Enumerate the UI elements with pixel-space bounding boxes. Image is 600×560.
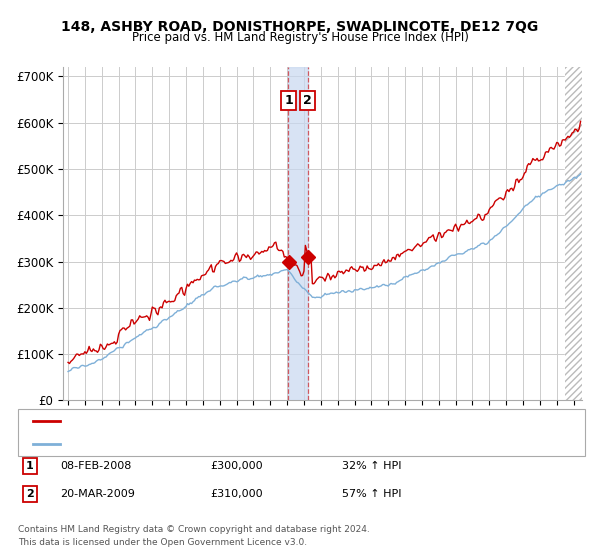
Text: £310,000: £310,000 <box>210 489 263 499</box>
Text: £300,000: £300,000 <box>210 461 263 471</box>
Bar <box>289 67 308 400</box>
Bar <box>565 67 582 400</box>
Text: 148, ASHBY ROAD, DONISTHORPE, SWADLINCOTE, DE12 7QG: 148, ASHBY ROAD, DONISTHORPE, SWADLINCOT… <box>61 20 539 34</box>
Text: Price paid vs. HM Land Registry's House Price Index (HPI): Price paid vs. HM Land Registry's House … <box>131 31 469 44</box>
Bar <box>565 67 582 400</box>
Text: 57% ↑ HPI: 57% ↑ HPI <box>342 489 401 499</box>
Text: 2: 2 <box>303 94 312 107</box>
Text: 148, ASHBY ROAD, DONISTHORPE, SWADLINCOTE, DE12 7QG (detached house): 148, ASHBY ROAD, DONISTHORPE, SWADLINCOT… <box>69 416 484 426</box>
Text: HPI: Average price, detached house, North West Leicestershire: HPI: Average price, detached house, Nort… <box>69 439 397 449</box>
Text: Contains HM Land Registry data © Crown copyright and database right 2024.
This d: Contains HM Land Registry data © Crown c… <box>18 525 370 547</box>
Text: 1: 1 <box>284 94 293 107</box>
Text: 2: 2 <box>26 489 34 499</box>
Text: 32% ↑ HPI: 32% ↑ HPI <box>342 461 401 471</box>
Text: 20-MAR-2009: 20-MAR-2009 <box>60 489 135 499</box>
Text: 08-FEB-2008: 08-FEB-2008 <box>60 461 131 471</box>
Text: 1: 1 <box>26 461 34 471</box>
